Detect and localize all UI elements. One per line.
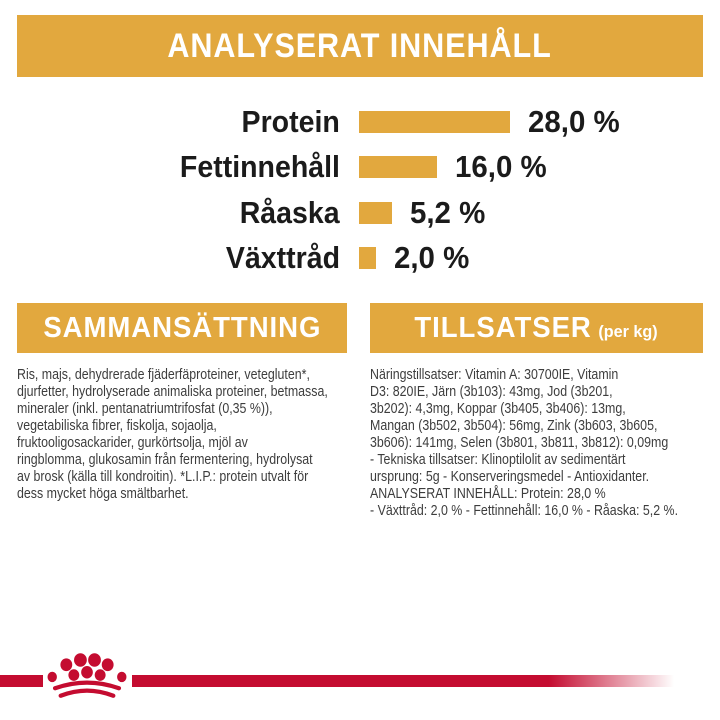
additives-section-header: TILLSATSER (per kg)	[370, 303, 703, 353]
additives-title-suffix: (per kg)	[598, 321, 659, 341]
additives-body-text: Näringstillsatser: Vitamin A: 30700IE, V…	[370, 367, 679, 519]
title-banner: ANALYSERAT INNEHÅLL	[17, 15, 703, 77]
composition-title: SAMMANSÄTTNING	[42, 311, 322, 344]
chart-row-value: 5,2 %	[410, 194, 486, 230]
chart-row-label: Växttråd	[225, 239, 340, 275]
chart-row: Råaska 5,2 %	[0, 194, 720, 230]
brand-stripe-left	[0, 675, 43, 687]
chart-bar	[359, 246, 376, 269]
chart-row: Protein 28,0 %	[0, 103, 720, 139]
chart-row: Fettinnehåll 16,0 %	[0, 148, 720, 184]
chart-row-value: 28,0 %	[528, 103, 620, 139]
brand-stripe-right	[132, 675, 703, 687]
chart-bar	[359, 155, 437, 178]
chart-row: Växttråd 2,0 %	[0, 239, 720, 275]
chart-row-value: 16,0 %	[455, 148, 547, 184]
chart-row-value: 2,0 %	[394, 239, 470, 275]
composition-body-text: Ris, majs, dehydrerade fjäderfäproteiner…	[17, 367, 328, 502]
chart-row-label: Fettinnehåll	[179, 148, 340, 184]
royal-canin-crown-icon	[47, 653, 127, 698]
chart-row-label: Råaska	[240, 194, 340, 230]
additives-title: TILLSATSER	[414, 311, 593, 344]
composition-section-header: SAMMANSÄTTNING	[17, 303, 347, 353]
chart-bar	[359, 201, 392, 224]
chart-row-label: Protein	[241, 103, 340, 139]
chart-bar	[359, 110, 510, 133]
page-title: ANALYSERAT INNEHÅLL	[167, 26, 553, 65]
